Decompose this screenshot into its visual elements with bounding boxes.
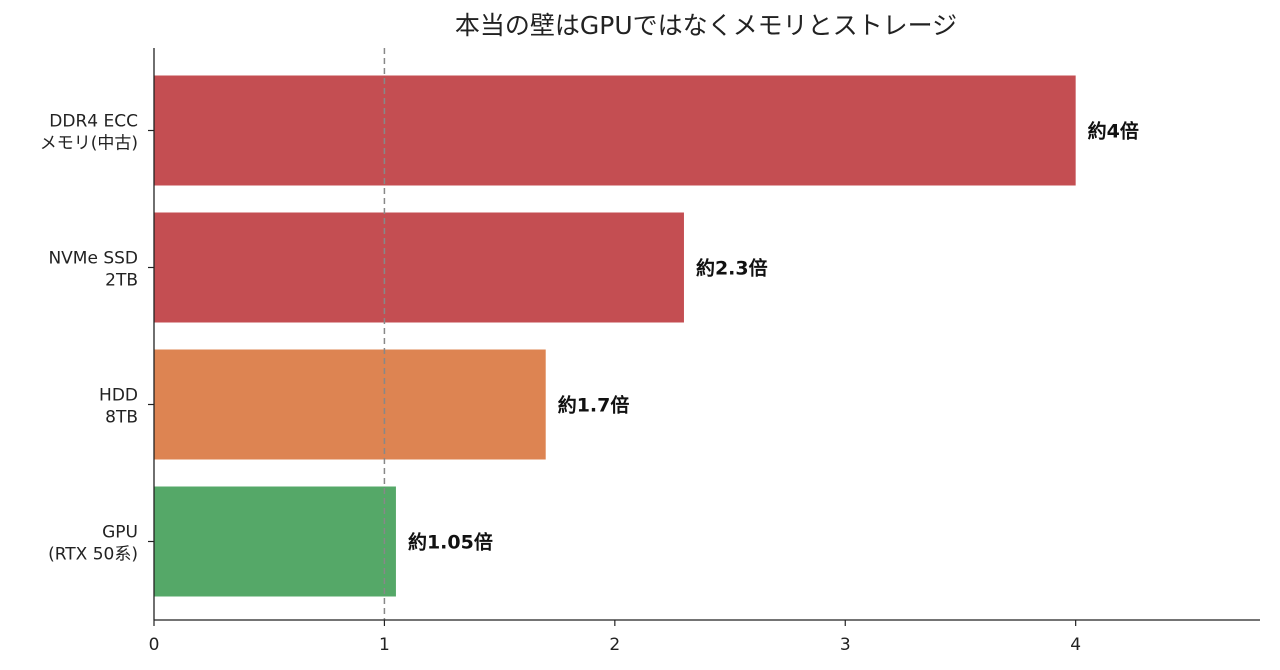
category-label-line: 2TB xyxy=(105,271,138,291)
category-label-line: 8TB xyxy=(105,408,138,428)
x-tick-label-3: 3 xyxy=(840,635,851,655)
chart-title: 本当の壁はGPUではなくメモリとストレージ xyxy=(455,11,957,40)
category-label-2: NVMe SSD 2TB xyxy=(48,249,138,291)
x-tick-label-4: 4 xyxy=(1070,635,1081,655)
x-tick-label-0: 0 xyxy=(149,635,160,655)
data-label-4: 約1.05倍 xyxy=(408,531,493,554)
x-tick-label-1: 1 xyxy=(379,635,390,655)
bar-3 xyxy=(154,349,546,460)
category-label-3: HDD 8TB xyxy=(99,386,138,428)
data-label-1: 約4倍 xyxy=(1088,120,1139,143)
x-tick-label-2: 2 xyxy=(609,635,620,655)
category-label-line: (RTX 50系) xyxy=(48,545,138,565)
category-label-4: GPU (RTX 50系) xyxy=(48,523,138,565)
bar-4 xyxy=(154,486,396,597)
bar-2 xyxy=(154,212,684,323)
category-label-line: NVMe SSD xyxy=(48,249,138,269)
bar-1 xyxy=(154,75,1076,186)
category-label-line: メモリ(中古) xyxy=(40,134,138,154)
category-label-line: DDR4 ECC xyxy=(49,112,138,132)
category-label-line: HDD xyxy=(99,386,138,406)
category-label-1: DDR4 ECC メモリ(中古) xyxy=(40,112,138,154)
category-label-line: GPU xyxy=(102,523,138,543)
data-label-2: 約2.3倍 xyxy=(696,257,768,280)
data-label-3: 約1.7倍 xyxy=(558,394,630,417)
